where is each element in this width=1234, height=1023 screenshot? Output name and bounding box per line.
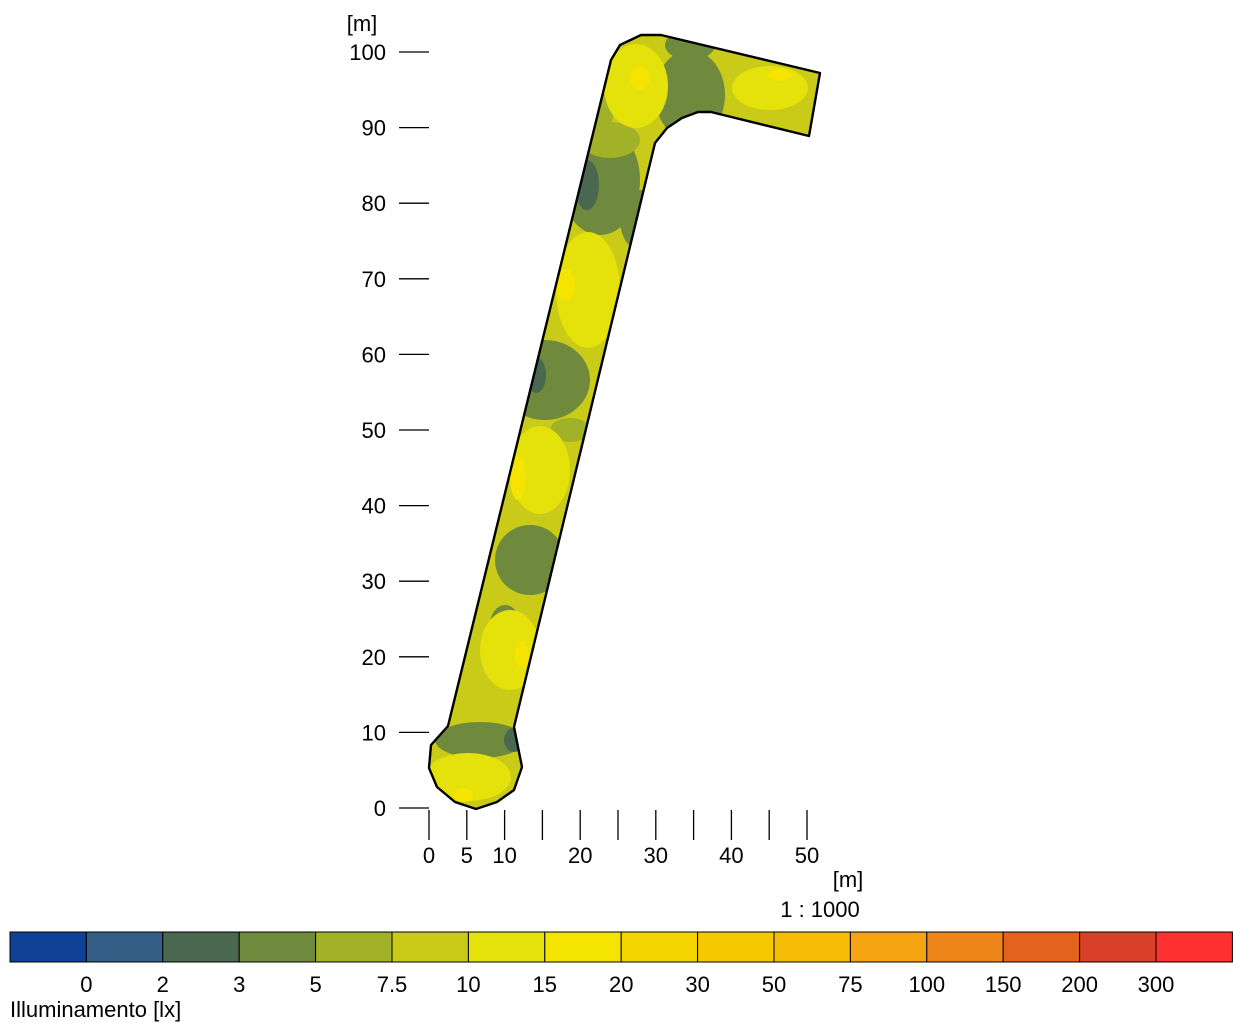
legend-swatch <box>1079 931 1157 963</box>
contour-patch <box>556 232 620 348</box>
contour-patch <box>575 160 599 210</box>
contour-patch <box>435 722 525 758</box>
contour-patch <box>550 418 590 442</box>
y-tick-label: 70 <box>362 267 386 292</box>
x-axis: 0 5 10 20 30 40 50 [m] 1 : 1000 <box>423 810 863 922</box>
legend-value-label: 5 <box>309 972 321 997</box>
legend-title: Illuminamento [lx] <box>10 997 181 1022</box>
legend-value-label: 20 <box>609 972 633 997</box>
legend-swatch <box>544 931 622 963</box>
x-tick-label: 50 <box>795 843 819 868</box>
legend-value-label: 15 <box>533 972 557 997</box>
y-tick-label: 60 <box>362 342 386 367</box>
contour-patch <box>510 456 526 500</box>
legend-value-label: 75 <box>838 972 862 997</box>
legend-swatch <box>9 931 87 963</box>
contour-patch <box>557 269 575 301</box>
contour-patch <box>620 190 660 250</box>
legend-swatch <box>1155 931 1233 963</box>
y-axis: [m] 0 10 20 30 40 50 60 70 80 90 100 <box>347 11 429 821</box>
contour-patch <box>630 66 650 90</box>
legend-value-label: 200 <box>1061 972 1098 997</box>
legend-value-label: 7.5 <box>377 972 408 997</box>
y-tick-label: 0 <box>374 796 386 821</box>
contour-patch <box>510 426 570 514</box>
legend-value-label: 100 <box>908 972 945 997</box>
x-tick-label: 30 <box>644 843 668 868</box>
x-tick-label: 5 <box>461 843 473 868</box>
x-tick-label: 20 <box>568 843 592 868</box>
legend-swatch <box>849 931 928 963</box>
legend-swatch <box>773 931 851 963</box>
legend-swatch <box>467 931 546 963</box>
legend-value-label: 10 <box>456 972 480 997</box>
legend-swatch <box>620 931 699 963</box>
contour-patch <box>495 525 565 595</box>
legend-swatch <box>926 931 1004 963</box>
y-tick-label: 30 <box>362 569 386 594</box>
legend-value-label: 300 <box>1138 972 1175 997</box>
x-tick-label: 0 <box>423 843 435 868</box>
contour-patch <box>453 788 473 802</box>
contour-patch <box>480 610 540 690</box>
legend-swatch <box>315 931 393 963</box>
y-axis-unit: [m] <box>347 11 378 36</box>
color-legend: 0 2 3 5 7.5 10 15 20 30 50 75 100 150 200 300 Illumina… <box>9 931 1233 1022</box>
legend-swatch <box>85 931 164 963</box>
legend-value-label: 150 <box>985 972 1022 997</box>
area-outline <box>427 33 822 811</box>
legend-swatch <box>697 931 775 963</box>
y-tick-label: 40 <box>362 494 386 519</box>
legend-value-label: 3 <box>233 972 245 997</box>
contour-patch <box>768 69 792 81</box>
y-tick-label: 90 <box>362 116 386 141</box>
contour-patch <box>429 753 511 801</box>
scale-label: 1 : 1000 <box>780 897 860 922</box>
y-tick-label: 100 <box>349 40 386 65</box>
x-tick-label: 40 <box>719 843 743 868</box>
legend-swatch <box>238 931 317 963</box>
legend-value-label: 30 <box>685 972 709 997</box>
legend-value-label: 0 <box>80 972 92 997</box>
contour-patch <box>515 641 529 669</box>
x-tick-label: 10 <box>492 843 516 868</box>
y-tick-label: 80 <box>362 191 386 216</box>
legend-swatch <box>1002 931 1081 963</box>
illuminance-area <box>429 35 820 809</box>
y-tick-label: 50 <box>362 418 386 443</box>
legend-value-label: 50 <box>762 972 786 997</box>
legend-swatch <box>162 931 240 963</box>
x-axis-unit: [m] <box>833 867 864 892</box>
legend-swatch <box>391 931 469 963</box>
y-tick-label: 10 <box>362 720 386 745</box>
legend-value-label: 2 <box>157 972 169 997</box>
y-tick-label: 20 <box>362 645 386 670</box>
